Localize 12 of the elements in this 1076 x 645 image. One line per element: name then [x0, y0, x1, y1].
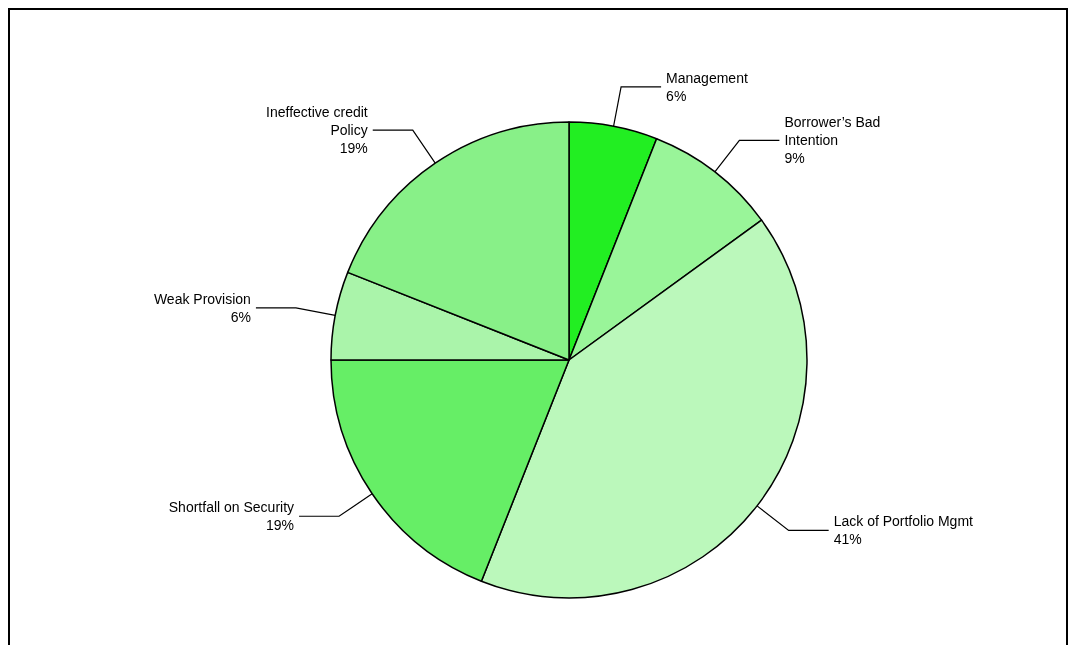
data-label: 19%	[339, 140, 368, 157]
slice-label: Borrower’s Bad Intention	[784, 114, 881, 149]
slice-label: Lack of Portfolio Mgmt	[833, 513, 974, 530]
data-label: 19%	[266, 517, 295, 534]
data-label: 9%	[784, 150, 805, 167]
slice-label: Ineffective credit Policy	[266, 104, 368, 139]
data-label: 6%	[230, 308, 251, 325]
data-label: 41%	[833, 531, 862, 548]
slice-label: Weak Provision	[153, 290, 251, 307]
slice-label: Shortfall on Security	[168, 499, 295, 516]
data-label: 6%	[666, 87, 687, 104]
slice-label: Management	[666, 69, 748, 86]
